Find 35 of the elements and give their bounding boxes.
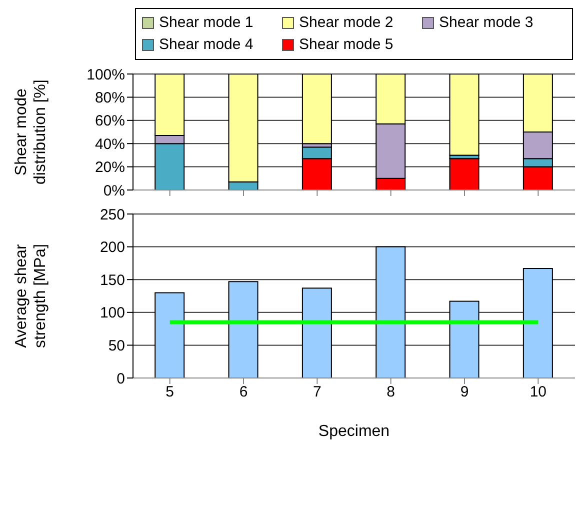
y-tick-label: 250 bbox=[100, 206, 125, 224]
bar bbox=[376, 246, 406, 378]
y-tick-label: 40% bbox=[94, 136, 125, 153]
legend-label: Shear mode 2 bbox=[299, 13, 394, 33]
bar bbox=[228, 281, 258, 378]
y-tick-label: 80% bbox=[94, 90, 125, 107]
bar bbox=[449, 158, 480, 190]
bar bbox=[449, 300, 480, 378]
x-tick-label: 9 bbox=[460, 384, 469, 401]
x-tick-label: 6 bbox=[239, 384, 248, 401]
bar bbox=[154, 292, 185, 378]
x-tick-label: 7 bbox=[312, 384, 322, 401]
y-tick-label: 20% bbox=[94, 159, 125, 176]
legend-label: Shear mode 5 bbox=[299, 35, 394, 55]
x-tick-label: 5 bbox=[166, 384, 174, 401]
legend-label: Shear mode 3 bbox=[439, 13, 534, 33]
x-axis-title: Specimen bbox=[318, 423, 390, 440]
bar bbox=[302, 288, 332, 378]
y-axis-title: Average shear strength [MPa] bbox=[13, 243, 49, 348]
y-tick-label: 50 bbox=[108, 338, 125, 355]
bar bbox=[449, 74, 480, 156]
bar bbox=[522, 268, 553, 378]
legend-label: Shear mode 4 bbox=[159, 35, 254, 55]
y-axis-title: Shear mode distribution [%] bbox=[13, 80, 49, 184]
y-tick-label: 200 bbox=[100, 239, 125, 256]
legend-label: Shear mode 1 bbox=[159, 13, 254, 33]
y-tick-label: 0% bbox=[103, 182, 125, 200]
y-tick-label: 150 bbox=[100, 272, 125, 289]
y-tick-label: 100% bbox=[86, 66, 125, 84]
x-tick-label: 10 bbox=[530, 384, 547, 401]
y-tick-label: 0 bbox=[116, 370, 125, 388]
x-tick-label: 8 bbox=[386, 384, 396, 401]
y-tick-label: 60% bbox=[94, 112, 125, 130]
bar bbox=[302, 74, 332, 144]
y-tick-label: 100 bbox=[100, 304, 125, 322]
